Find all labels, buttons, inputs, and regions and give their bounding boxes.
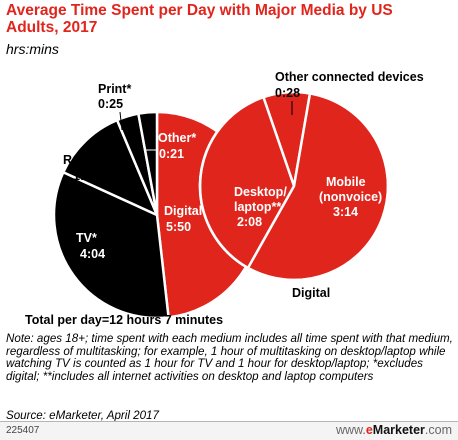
label-mobile-value: 3:14 <box>333 205 358 219</box>
label-mobile-name-line2: (nonvoice) <box>319 190 382 204</box>
label-breakout-digital: Digital <box>292 286 330 300</box>
label-desktop-name: Desktop/ laptop** <box>234 185 290 214</box>
label-print-value: 0:25 <box>98 97 123 111</box>
label-tv-value: 4:04 <box>80 247 105 261</box>
label-desktop-value: 2:08 <box>237 215 262 229</box>
label-other-name: Other* <box>158 131 196 145</box>
label-other-devices-name: Other connected devices <box>275 70 424 84</box>
chart-id: 225407 <box>6 425 40 436</box>
label-desktop-name-line1: Desktop/ <box>234 185 287 199</box>
total-label: Total per day=12 hours 7 minutes <box>25 313 223 327</box>
label-radio-name: Radio* <box>63 153 103 167</box>
digital-breakout-pie <box>198 90 390 282</box>
label-radio-value: 1:26 <box>73 169 98 183</box>
label-desktop-name-line2: laptop** <box>234 200 281 214</box>
footer: 225407 www.eMarketer.com <box>0 421 458 440</box>
chart-labels: Print* 0:25 Radio* 1:26 TV* 4:04 Other* … <box>25 70 424 327</box>
chart-source: Source: eMarketer, April 2017 <box>6 409 159 422</box>
chart-note: Note: ages 18+; time spent with each med… <box>6 332 453 383</box>
label-tv-name: TV* <box>76 231 97 245</box>
label-print-name: Print* <box>98 82 131 96</box>
label-mobile-name-line1: Mobile <box>326 175 366 189</box>
main-slice-radio <box>62 118 159 217</box>
label-digital-value: 5:50 <box>166 220 191 234</box>
main-slice-tv <box>52 170 170 320</box>
leader-print <box>119 111 123 131</box>
brand-logo[interactable]: www.eMarketer.com <box>335 423 452 437</box>
chart-subtitle: hrs:mins <box>6 41 59 57</box>
label-mobile-name: Mobile (nonvoice) <box>319 175 382 204</box>
main-slice-other <box>137 110 159 217</box>
label-other-devices-value: 0:28 <box>275 86 300 100</box>
breakout-outline <box>198 90 390 282</box>
label-digital-name: Digital <box>164 204 202 218</box>
chart-title: Average Time Spent per Day with Major Me… <box>6 2 393 36</box>
pie-chart: Print* 0:25 Radio* 1:26 TV* 4:04 Other* … <box>25 70 424 327</box>
label-other-value: 0:21 <box>159 147 184 161</box>
